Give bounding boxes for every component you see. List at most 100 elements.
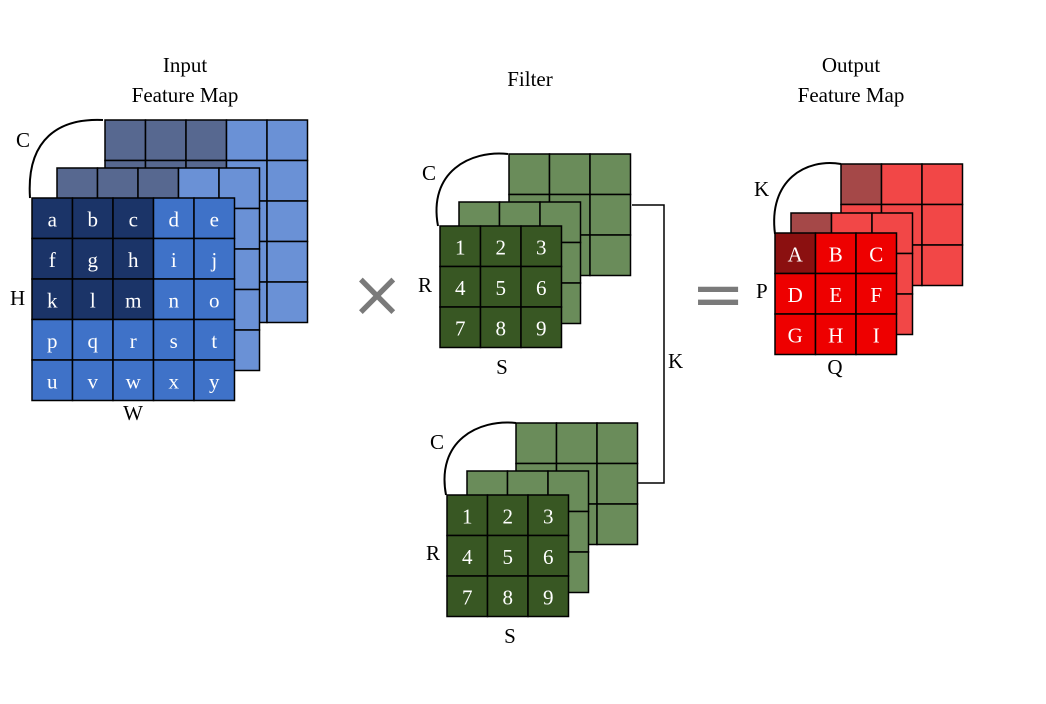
output-cell-label: H [828, 323, 843, 347]
filter-1-cell-label: 3 [536, 235, 547, 259]
input-cell [152, 318, 195, 361]
input-cell-label: u [47, 369, 58, 393]
input-cell-label: c [129, 207, 138, 231]
filter-2-back-cell [596, 503, 639, 546]
output-cell [814, 272, 857, 315]
filter-2-cell-label: 3 [543, 504, 554, 528]
output-cell-label: C [869, 242, 883, 266]
output-cell-label: G [788, 323, 803, 347]
input-cell [31, 278, 74, 321]
filter-1-cell-label: 5 [496, 276, 507, 300]
input-cell-label: v [88, 369, 99, 393]
multiply-operator: × [350, 258, 404, 332]
input-cell-label: a [48, 207, 58, 231]
output-channel-label: K [754, 177, 769, 201]
input-title-line1: Input [163, 53, 207, 77]
filter-1-cell-label: 8 [496, 316, 507, 340]
output-cell-label: F [870, 283, 882, 307]
input-cell [152, 197, 195, 240]
filter-1-cell-label: 4 [455, 276, 466, 300]
filter-2-cell [446, 534, 489, 577]
filter-1-cell [520, 265, 563, 308]
output-cell-label: B [829, 242, 843, 266]
filter-1: 1 2 3 4 5 6 7 8 9 C R S [418, 152, 632, 379]
input-cell [193, 197, 236, 240]
input-cell-label: d [169, 207, 180, 231]
filter-2-rows-label: R [426, 541, 440, 565]
output-cell [855, 313, 898, 356]
output-channel-front: A B C D E F G H I [774, 232, 898, 356]
output-cell-label: E [829, 283, 842, 307]
filter-2-cell-label: 1 [462, 504, 473, 528]
output-back-cell [921, 244, 964, 287]
filter-1-cell-label: 9 [536, 316, 547, 340]
output-cell-label: D [788, 283, 803, 307]
filter-title: Filter [507, 67, 553, 91]
input-cell-label: p [47, 329, 58, 353]
input-cell [193, 359, 236, 402]
filter-2-back-cell [555, 422, 598, 465]
filter-2-back-cell [596, 422, 639, 465]
equals-operator: = [691, 258, 745, 332]
input-cell [193, 278, 236, 321]
input-cell-label: q [88, 329, 99, 353]
input-cell-label: m [125, 288, 141, 312]
input-feature-map: a b c d e f g h i j k l m n o p q r s t u v w x y C H W [10, 118, 309, 425]
input-back-cell [266, 281, 309, 324]
input-channel-arc [28, 118, 104, 199]
output-cell-label: A [788, 242, 804, 266]
output-back-cell [921, 163, 964, 206]
filter-count-label: K [668, 349, 683, 373]
input-back-cell [266, 119, 309, 162]
filter-1-cell-label: 6 [536, 276, 547, 300]
input-back-cell [266, 200, 309, 243]
input-cell [112, 359, 155, 402]
input-cell-label: h [128, 248, 139, 272]
filter-2-back-cell [515, 422, 558, 465]
filter-2: 1 2 3 4 5 6 7 8 9 C R S [426, 421, 639, 648]
input-cell-label: o [209, 288, 220, 312]
input-back-cell [185, 119, 228, 162]
filter-2-cell-label: 9 [543, 585, 554, 609]
filter-2-cell-label: 6 [543, 545, 554, 569]
filter-1-cell [479, 306, 522, 349]
output-title-line2: Feature Map [798, 83, 905, 107]
input-back-cell [144, 119, 187, 162]
input-back-cell [225, 119, 268, 162]
input-cell [152, 359, 195, 402]
filter-1-cell [439, 225, 482, 268]
input-cell-label: r [130, 329, 137, 353]
filter-1-cell [520, 306, 563, 349]
output-cell [814, 232, 857, 275]
input-cell-label: x [169, 369, 180, 393]
filter-2-cell-label: 2 [503, 504, 514, 528]
filter-2-cell-label: 5 [503, 545, 514, 569]
filter-2-channel-front: 1 2 3 4 5 6 7 8 9 [446, 494, 570, 618]
input-cell-label: w [126, 369, 142, 393]
input-cell-label: l [90, 288, 96, 312]
output-back-cell [880, 163, 923, 206]
output-cell-label: I [873, 323, 880, 347]
filter-2-back-cell [596, 462, 639, 505]
output-rows-label: P [756, 279, 768, 303]
output-title-line1: Output [822, 53, 881, 77]
input-cell [71, 359, 114, 402]
filter-1-cell-label: 1 [455, 235, 466, 259]
input-cell-label: g [88, 248, 99, 272]
input-cell-label: j [210, 248, 217, 272]
filter-1-channel-label: C [422, 161, 436, 185]
filter-1-cell [439, 306, 482, 349]
input-cell [152, 278, 195, 321]
output-back-cell [921, 203, 964, 246]
filter-2-cell-label: 8 [503, 585, 514, 609]
input-channel-front: a b c d e f g h i j k l m n o p q r s t u v w x y [31, 197, 236, 402]
filter-1-channel-arc [435, 152, 509, 227]
input-back-cell [104, 119, 147, 162]
input-back-cell [266, 240, 309, 283]
input-height-label: H [10, 286, 25, 310]
input-title-line2: Feature Map [132, 83, 239, 107]
input-cell [152, 237, 195, 280]
input-cell [31, 318, 74, 361]
output-feature-map: A B C D E F G H I K P Q [754, 162, 964, 379]
